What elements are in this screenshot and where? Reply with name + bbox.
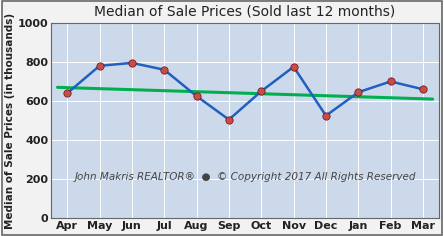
Y-axis label: Median of Sale Prices (in thousands): Median of Sale Prices (in thousands) bbox=[5, 13, 15, 229]
Point bbox=[290, 65, 297, 69]
Point bbox=[226, 118, 233, 122]
Point bbox=[420, 87, 427, 91]
Point bbox=[193, 94, 200, 98]
Point bbox=[128, 61, 135, 65]
Point bbox=[322, 114, 329, 118]
Point bbox=[355, 90, 362, 94]
Point bbox=[96, 64, 103, 68]
Point bbox=[63, 91, 71, 95]
Point bbox=[161, 68, 168, 72]
Point bbox=[387, 80, 394, 83]
Text: John Makris REALTOR®  ●  © Copyright 2017 All Rights Reserved: John Makris REALTOR® ● © Copyright 2017 … bbox=[74, 172, 416, 182]
Title: Median of Sale Prices (Sold last 12 months): Median of Sale Prices (Sold last 12 mont… bbox=[95, 5, 396, 19]
Point bbox=[258, 89, 265, 93]
